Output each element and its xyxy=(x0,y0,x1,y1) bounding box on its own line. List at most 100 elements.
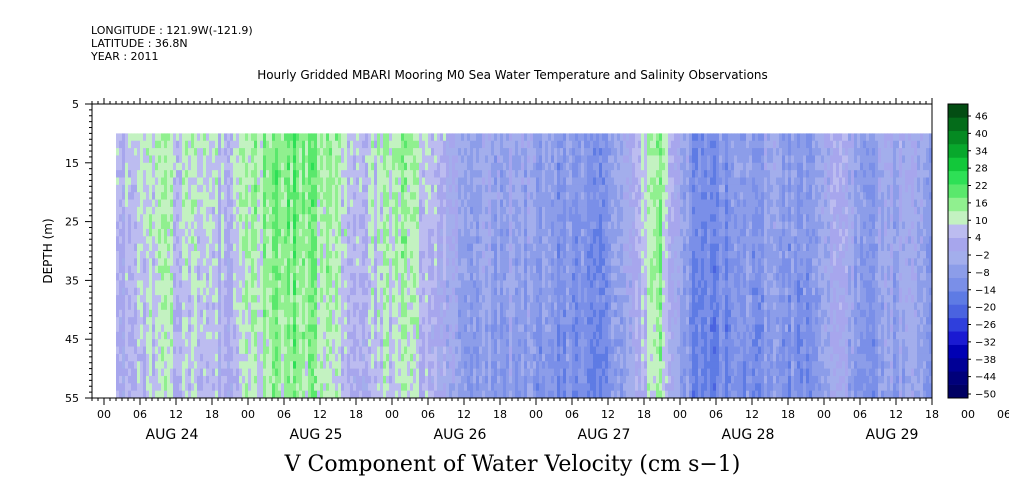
heatmap-cell xyxy=(404,309,408,318)
heatmap-cell xyxy=(527,331,531,340)
heatmap-cell xyxy=(500,302,504,311)
heatmap-cell xyxy=(380,346,384,355)
heatmap-cell xyxy=(452,251,456,259)
heatmap-cell xyxy=(482,133,486,142)
heatmap-cell xyxy=(485,214,489,222)
heatmap-cell xyxy=(377,251,381,259)
heatmap-cell xyxy=(467,346,471,355)
heatmap-cell xyxy=(452,148,456,156)
heatmap-cell xyxy=(380,383,384,392)
heatmap-cell xyxy=(494,295,498,303)
heatmap-cell xyxy=(317,251,321,259)
heatmap-cell xyxy=(317,309,321,318)
heatmap-cell xyxy=(269,346,273,355)
heatmap-cell xyxy=(143,339,147,347)
heatmap-cell xyxy=(122,287,126,296)
heatmap-cell xyxy=(404,228,408,237)
heatmap-cell xyxy=(413,140,417,149)
heatmap-cell xyxy=(206,295,210,303)
heatmap-cell xyxy=(140,375,144,384)
heatmap-cell xyxy=(323,155,327,164)
heatmap-cell xyxy=(149,258,153,267)
heatmap-cell xyxy=(263,302,267,311)
heatmap-cell xyxy=(275,236,279,245)
heatmap-cell xyxy=(275,148,279,156)
heatmap-cell xyxy=(407,170,411,178)
heatmap-cell xyxy=(494,192,498,200)
heatmap-cell xyxy=(323,368,327,377)
heatmap-cell xyxy=(329,280,333,289)
heatmap-cell xyxy=(179,339,183,347)
heatmap-cell xyxy=(125,287,129,296)
heatmap-cell xyxy=(293,324,297,333)
heatmap-cell xyxy=(344,273,348,281)
heatmap-cell xyxy=(449,214,453,222)
heatmap-cell xyxy=(374,346,378,355)
heatmap-cell xyxy=(455,148,459,156)
heatmap-cell xyxy=(464,258,468,267)
heatmap-cell xyxy=(116,361,120,369)
heatmap-cell xyxy=(338,390,342,399)
heatmap-cell xyxy=(302,265,306,274)
heatmap-cell xyxy=(464,155,468,164)
heatmap-cell xyxy=(284,214,288,222)
heatmap-cell xyxy=(521,309,525,318)
heatmap-cell xyxy=(161,177,165,186)
heatmap-cell xyxy=(386,280,390,289)
heatmap-cell xyxy=(479,295,483,303)
heatmap-cell xyxy=(509,221,513,230)
heatmap-cell xyxy=(425,221,429,230)
heatmap-cell xyxy=(335,155,339,164)
heatmap-cell xyxy=(323,221,327,230)
heatmap-cell xyxy=(413,228,417,237)
heatmap-cell xyxy=(152,140,156,149)
heatmap-cell xyxy=(473,251,477,259)
heatmap-cell xyxy=(407,221,411,230)
heatmap-cell xyxy=(251,199,255,208)
heatmap-cell xyxy=(344,228,348,237)
heatmap-cell xyxy=(428,346,432,355)
heatmap-cell xyxy=(407,295,411,303)
heatmap-cell xyxy=(347,140,351,149)
heatmap-cell xyxy=(377,361,381,369)
heatmap-cell xyxy=(380,162,384,171)
heatmap-cell xyxy=(161,206,165,215)
heatmap-cell xyxy=(146,258,150,267)
heatmap-cell xyxy=(131,302,135,311)
heatmap-cell xyxy=(386,170,390,178)
heatmap-cell xyxy=(398,206,402,215)
heatmap-cell xyxy=(440,346,444,355)
heatmap-cell xyxy=(182,361,186,369)
heatmap-cell xyxy=(326,273,330,281)
heatmap-cell xyxy=(215,390,219,399)
heatmap-cell xyxy=(182,302,186,311)
heatmap-cell xyxy=(506,273,510,281)
heatmap-cell xyxy=(437,309,441,318)
heatmap-cell xyxy=(497,339,501,347)
heatmap-cell xyxy=(461,236,465,245)
heatmap-cell xyxy=(425,331,429,340)
heatmap-cell xyxy=(320,258,324,267)
heatmap-cell xyxy=(317,192,321,200)
heatmap-cell xyxy=(410,162,414,171)
heatmap-cell xyxy=(512,309,516,318)
heatmap-cell xyxy=(404,170,408,178)
heatmap-cell xyxy=(356,192,360,200)
heatmap-cell xyxy=(161,140,165,149)
heatmap-cell xyxy=(440,265,444,274)
heatmap-cell xyxy=(527,339,531,347)
heatmap-cell xyxy=(188,339,192,347)
heatmap-cell xyxy=(128,243,132,252)
heatmap-cell xyxy=(275,339,279,347)
heatmap-cell xyxy=(353,228,357,237)
heatmap-cell xyxy=(332,199,336,208)
heatmap-cell xyxy=(362,361,366,369)
heatmap-cell xyxy=(362,287,366,296)
heatmap-cell xyxy=(251,309,255,318)
heatmap-cell xyxy=(215,206,219,215)
heatmap-cell xyxy=(275,199,279,208)
heatmap-cell xyxy=(287,184,291,193)
heatmap-cell xyxy=(248,280,252,289)
heatmap-cell xyxy=(395,214,399,222)
heatmap-cell xyxy=(302,324,306,333)
